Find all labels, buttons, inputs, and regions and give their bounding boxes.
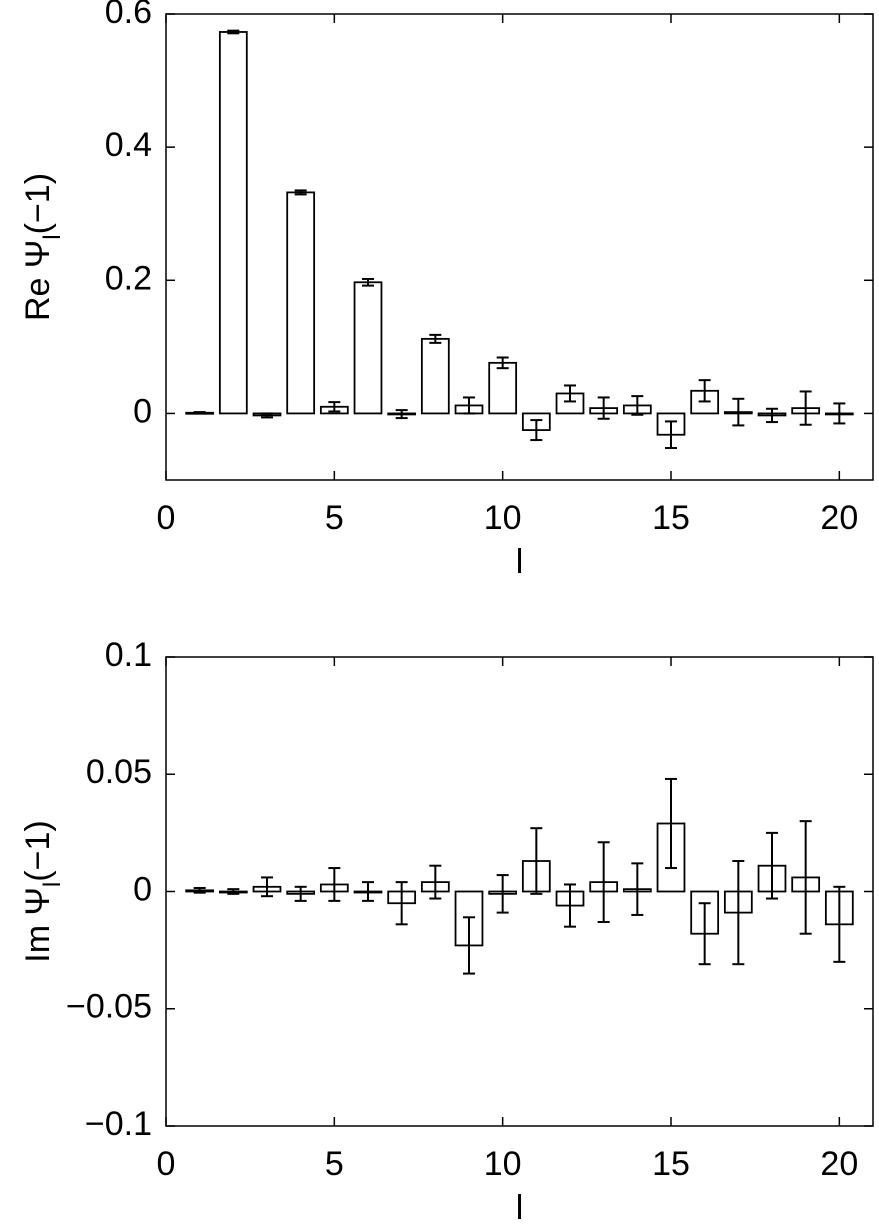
error-bar: [429, 864, 442, 900]
error-bar: [597, 396, 610, 420]
error-bar: [597, 841, 610, 923]
error-bar: [463, 916, 475, 975]
error-bar: [799, 820, 812, 935]
bar: [353, 281, 383, 415]
error-bar: [362, 881, 374, 902]
x-axis-label: l: [516, 543, 524, 581]
error-bar: [328, 867, 341, 902]
y-tick-label: 0: [133, 870, 152, 908]
y-axis-label-part: (−1): [19, 173, 57, 234]
error-bar: [665, 777, 677, 870]
x-tick-label: 0: [157, 499, 176, 537]
y-axis-label-part: l: [39, 882, 66, 887]
error-bar: [496, 874, 509, 914]
error-bar: [530, 419, 543, 442]
error-bar: [766, 407, 778, 424]
bar: [286, 191, 316, 415]
error-bar: [564, 384, 576, 403]
y-axis-label: Im Ψl(−1): [19, 820, 66, 962]
axes-frame: [165, 656, 874, 1127]
error-bar: [799, 390, 812, 426]
x-tick-label: 20: [820, 1145, 858, 1183]
error-bar: [631, 395, 644, 416]
y-tick-label: −0.05: [66, 988, 152, 1026]
y-axis-label: Re Ψl(−1): [19, 173, 66, 321]
error-bar: [395, 881, 408, 926]
error-bar: [362, 277, 374, 287]
error-bar: [294, 189, 307, 196]
error-bar: [496, 356, 509, 370]
error-bar: [193, 411, 206, 415]
x-tick-label: 20: [820, 499, 858, 537]
y-tick-label: 0: [133, 392, 152, 430]
error-bar: [463, 396, 475, 415]
error-bar: [732, 860, 745, 966]
error-bar: [227, 29, 240, 35]
error-bar: [631, 862, 644, 916]
y-tick-label: 0.2: [105, 259, 152, 297]
x-tick-label: 5: [325, 499, 344, 537]
x-tick-label: 15: [652, 1145, 690, 1183]
error-bar: [665, 420, 677, 450]
y-tick-label: 0.1: [105, 636, 152, 674]
error-bar: [261, 412, 273, 419]
error-bar: [530, 827, 543, 895]
error-bar: [395, 409, 408, 420]
error-bar: [193, 886, 206, 894]
y-tick-label: −0.1: [85, 1105, 152, 1143]
error-bar: [698, 902, 711, 966]
y-axis-label-part: l: [39, 234, 66, 239]
bar: [420, 337, 450, 415]
x-tick-label: 10: [484, 499, 522, 537]
error-bar: [294, 885, 307, 902]
bar: [218, 31, 248, 415]
x-tick-label: 10: [484, 1145, 522, 1183]
error-bar: [766, 831, 778, 900]
y-tick-label: 0.4: [105, 126, 152, 164]
y-axis-label-part: Im Ψ: [19, 887, 57, 963]
x-tick-label: 15: [652, 499, 690, 537]
error-bar: [227, 888, 240, 895]
bar: [488, 361, 518, 415]
y-tick-label: 0.05: [86, 753, 152, 791]
error-bar: [698, 379, 711, 403]
axes-frame: [165, 13, 874, 481]
y-axis-label-part: (−1): [19, 820, 57, 881]
error-bar: [732, 397, 745, 427]
error-bar: [261, 876, 273, 898]
x-axis-label: l: [516, 1189, 524, 1224]
error-bar: [429, 333, 442, 344]
error-bar: [328, 401, 341, 413]
error-bar: [833, 885, 846, 963]
x-tick-label: 0: [157, 1145, 176, 1183]
y-tick-label: 0.6: [105, 0, 152, 31]
error-bar: [833, 402, 846, 425]
x-tick-label: 5: [325, 1145, 344, 1183]
y-axis-label-part: Re Ψ: [19, 240, 57, 321]
error-bar: [564, 883, 576, 928]
